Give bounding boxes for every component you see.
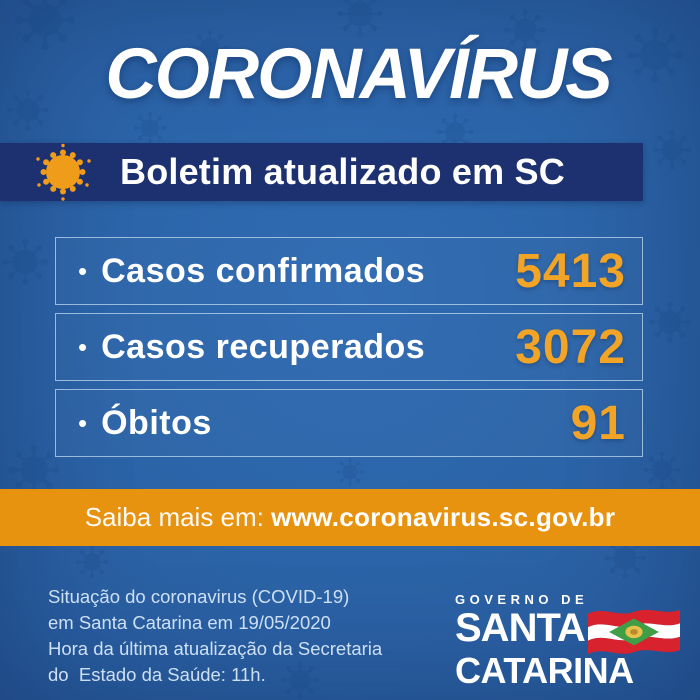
- more-info-prefix: Saiba mais em:: [84, 502, 272, 532]
- santa-catarina-flag-icon: [587, 609, 680, 654]
- situation-note-line: Situação do coronavirus (COVID-19): [48, 586, 350, 607]
- stat-label: Óbitos: [101, 403, 212, 442]
- situation-note-line: em Santa Catarina em 19/05/2020: [48, 612, 331, 633]
- situation-note-line: do Estado da Saúde: 11h.: [48, 664, 266, 685]
- bullet-icon: •: [78, 256, 88, 286]
- stat-value: 3072: [515, 320, 626, 374]
- government-logo: GOVERNO DE SANTA CATARINA: [455, 592, 685, 691]
- logo-name-line2: CATARINA: [455, 650, 634, 691]
- situation-note-line: Hora da última atualização da Secretaria: [48, 638, 383, 659]
- stat-value: 5413: [515, 244, 626, 298]
- more-info-bar: Saiba mais em: www.coronavirus.sc.gov.br: [0, 489, 700, 546]
- logo-kicker: GOVERNO DE: [455, 592, 589, 607]
- website-url: www.coronavirus.sc.gov.br: [271, 502, 616, 532]
- stats-list: • Casos confirmados 5413 • Casos recuper…: [55, 237, 643, 465]
- stat-row-recovered: • Casos recuperados 3072: [55, 313, 643, 381]
- virus-icon: [36, 143, 91, 201]
- situation-note: Situação do coronavirus (COVID-19) em Sa…: [48, 584, 382, 688]
- logo-name-line1: SANTA: [455, 606, 586, 650]
- bulletin-banner-label: Boletim atualizado em SC: [120, 151, 565, 192]
- bullet-icon: •: [78, 332, 88, 362]
- bullet-icon: •: [78, 408, 88, 438]
- page-title: CORONAVÍRUS: [105, 35, 612, 114]
- stat-value: 91: [570, 396, 626, 450]
- stat-label: Casos recuperados: [101, 327, 426, 366]
- bulletin-banner: Boletim atualizado em SC: [0, 143, 643, 201]
- stat-row-deaths: • Óbitos 91: [55, 389, 643, 457]
- stat-label: Casos confirmados: [101, 251, 426, 290]
- stat-row-confirmed: • Casos confirmados 5413: [55, 237, 643, 305]
